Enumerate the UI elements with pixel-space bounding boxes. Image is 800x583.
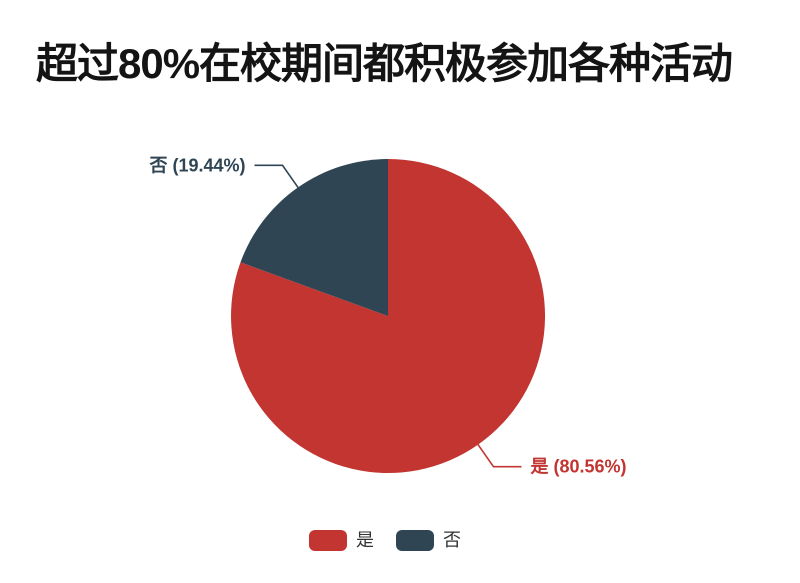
legend-item-yes[interactable]: 是 [309, 530, 374, 551]
slice-label-no: 否 (19.44%) [148, 155, 245, 175]
pie-slice-no[interactable] [240, 159, 389, 316]
slice-label-yes: 是 (80.56%) [530, 457, 627, 477]
leader-line-no [254, 164, 299, 188]
legend-label-yes: 是 [356, 530, 374, 550]
legend-label-no: 否 [443, 530, 461, 550]
legend: 是 否 [309, 530, 461, 551]
legend-swatch-no [396, 530, 434, 551]
chart-title: 超过80%在校期间都积极参加各种活动 [36, 40, 733, 87]
leader-line-yes [477, 444, 522, 468]
legend-item-no[interactable]: 否 [396, 530, 461, 551]
legend-swatch-yes [309, 530, 347, 551]
pie-slice-yes[interactable] [231, 159, 546, 473]
